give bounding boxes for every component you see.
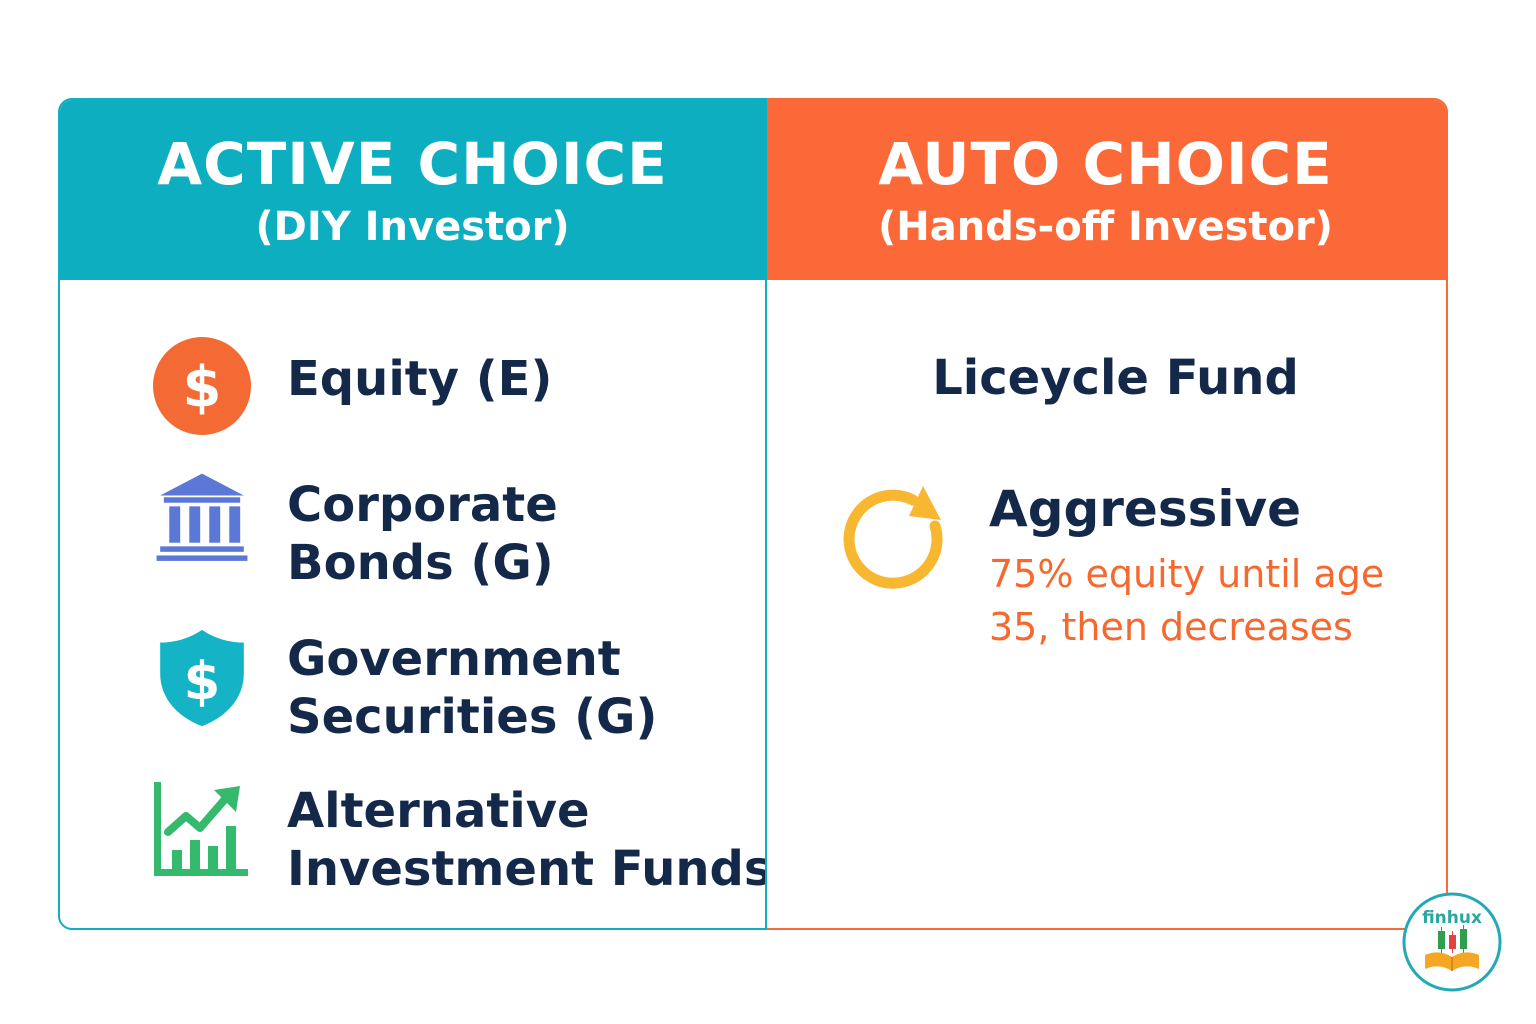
auto-choice-panel: AUTO CHOICE (Hands-off Investor) Liceycl… [765, 98, 1448, 930]
auto-choice-title: AUTO CHOICE [878, 130, 1333, 198]
option-label: Corporate Bonds (G) [287, 477, 558, 591]
option-label: Government Securities (G) [287, 631, 658, 745]
active-choice-subtitle: (DIY Investor) [255, 204, 570, 250]
svg-text:$: $ [184, 651, 221, 712]
option-label: Equity (E) [287, 351, 553, 407]
shield-dollar-icon: $ [160, 629, 244, 727]
svg-text:$: $ [183, 355, 222, 420]
active-choice-title: ACTIVE CHOICE [157, 130, 668, 198]
cycle-arrow-icon [843, 486, 943, 589]
plan-aggressive-description: 75% equity until age 35, then decreases [989, 552, 1385, 649]
bank-icon [156, 473, 248, 561]
finhux-logo: finhux [1402, 892, 1502, 992]
dollar-circle-icon: $ [153, 337, 251, 435]
plan-aggressive-title: Aggressive [989, 480, 1302, 538]
auto-choice-subtitle: (Hands-off Investor) [877, 204, 1334, 250]
active-choice-panel: ACTIVE CHOICE (DIY Investor) $ Equity (E… [58, 98, 772, 930]
option-label: Alternative Investment Funds [287, 783, 773, 897]
logo-text: finhux [1422, 908, 1482, 928]
growth-chart-icon [154, 782, 248, 876]
auto-choice-header: AUTO CHOICE (Hands-off Investor) [765, 100, 1446, 280]
panel-divider [765, 98, 767, 930]
active-choice-header: ACTIVE CHOICE (DIY Investor) [60, 100, 765, 280]
lifecycle-fund-title: Liceycle Fund [932, 350, 1299, 406]
